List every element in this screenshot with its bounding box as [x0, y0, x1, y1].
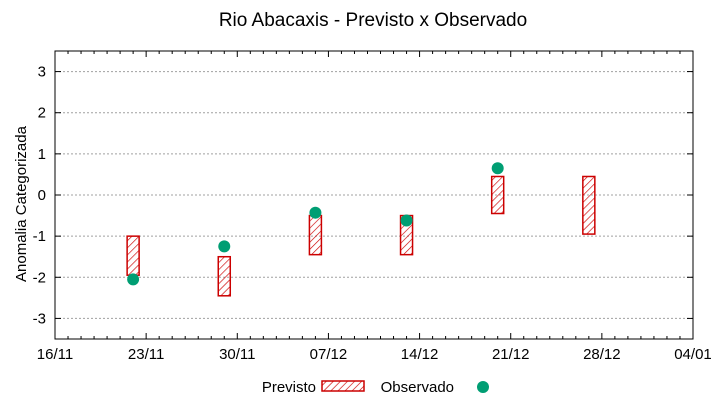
x-axis: 16/11 23/11 30/11 07/12 14/12 21/12 28/12 04/01 [37, 51, 712, 363]
previsto-range-bar [308, 214, 323, 256]
y-tick-label: -1 [33, 228, 46, 245]
y-tick-label: 3 [38, 64, 46, 81]
y-axis: -3 -2 -1 0 1 2 3 [33, 64, 693, 327]
x-tick-label: 30/11 [219, 346, 255, 363]
y-tick-label: -2 [33, 269, 46, 286]
y-tick-label: 1 [38, 146, 46, 163]
y-tick-label: 2 [38, 105, 46, 122]
plot-frame [54, 50, 694, 340]
observado-point [491, 162, 504, 175]
previsto-range-bar [490, 175, 505, 215]
previsto-range-bar [126, 235, 140, 276]
observado-point [309, 206, 322, 219]
chart-title: Rio Abacaxis - Previsto x Observado [219, 10, 527, 31]
y-tick-label: 0 [38, 187, 46, 204]
legend-label-observado: Observado [381, 379, 454, 396]
legend-marker-observado [477, 381, 489, 393]
observado-series [127, 162, 504, 286]
x-tick-label: 23/11 [128, 346, 164, 363]
previsto-range-bar [582, 175, 596, 235]
x-tick-label: 28/12 [583, 346, 621, 363]
previsto-range-bar [217, 255, 232, 297]
y-tick-label: -3 [33, 310, 46, 327]
x-tick-label: 21/12 [492, 346, 530, 363]
legend-swatch-previsto [321, 380, 365, 392]
x-tick-label: 16/11 [37, 346, 73, 363]
y-axis-label: Anomalia Categorizada [13, 125, 30, 282]
grid [55, 71, 693, 319]
x-tick-label: 14/12 [401, 346, 439, 363]
legend: Previsto Observado [262, 379, 489, 396]
legend-label-previsto: Previsto [262, 379, 316, 396]
x-tick-label: 04/01 [674, 346, 712, 363]
observado-point [400, 214, 413, 227]
observado-point [218, 240, 231, 253]
x-tick-label: 07/12 [310, 346, 348, 363]
observado-point [127, 273, 140, 286]
